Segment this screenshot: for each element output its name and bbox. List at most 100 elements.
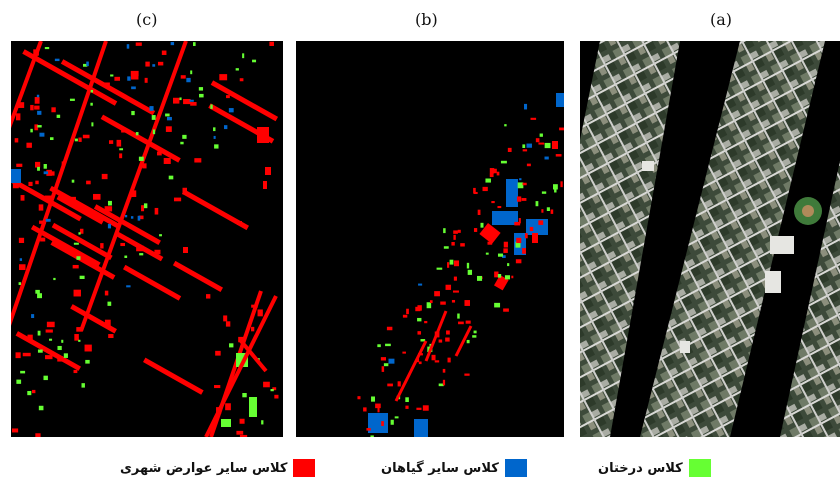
urban-patch [15, 113, 21, 121]
urban-patch [492, 168, 497, 174]
vegetation-patch [54, 58, 60, 62]
tree-patch [151, 115, 156, 120]
urban-patch [496, 171, 500, 176]
legend-label-trees: کلاس درختان [598, 460, 683, 476]
urban-patch [165, 126, 172, 132]
urban-patch [239, 434, 248, 437]
urban-patch [473, 187, 476, 194]
vegetation-patch [31, 314, 35, 319]
urban-patch [190, 102, 197, 106]
tree-patch [394, 416, 399, 419]
legend-item-other-vegetation: کلاس سایر گیاهان [381, 457, 527, 479]
tree-patch [110, 74, 114, 77]
urban-patch [215, 350, 221, 356]
urban-patch [453, 234, 456, 240]
vegetation-patch [368, 413, 388, 433]
street-segment [11, 41, 108, 326]
urban-patch [226, 95, 230, 99]
urban-patch [453, 276, 457, 281]
urban-patch [375, 403, 381, 409]
urban-patch [386, 326, 393, 331]
urban-patch [78, 137, 82, 142]
urban-patch [27, 334, 33, 340]
tree-patch [76, 256, 81, 260]
tree-patch [420, 339, 426, 342]
urban-patch [214, 385, 221, 389]
tree-patch [544, 142, 551, 149]
tree-patch [198, 87, 204, 91]
legend-item-trees: کلاس درختان [598, 457, 711, 479]
tree-patch [480, 222, 484, 228]
tree-patch [383, 363, 389, 367]
urban-patch [135, 42, 142, 46]
urban-patch [239, 78, 244, 82]
tree-patch [168, 175, 174, 180]
building-bar [122, 264, 182, 301]
tree-patch [180, 141, 184, 145]
vegetation-patch [414, 419, 428, 437]
urban-patch [516, 196, 522, 202]
urban-patch [552, 141, 558, 149]
street-segment [424, 310, 448, 362]
urban-patch [114, 76, 121, 81]
vegetation-patch [127, 76, 131, 81]
urban-patch [79, 228, 84, 234]
urban-patch [219, 74, 228, 81]
tree-patch [165, 113, 170, 117]
aerial-image-graphic [580, 41, 840, 437]
urban-patch [458, 321, 464, 325]
urban-patch [516, 237, 522, 244]
tree-patch [242, 53, 245, 59]
urban-patch [491, 201, 495, 204]
urban-patch [45, 329, 53, 333]
vegetation-patch [39, 132, 45, 137]
building-bar [181, 189, 249, 231]
urban-patch [429, 300, 433, 304]
urban-patch [357, 396, 361, 400]
panel-b-label: (b) [415, 10, 438, 29]
tree-patch [159, 234, 162, 237]
tree-patch [436, 267, 443, 270]
tree-patch [37, 293, 43, 299]
urban-patch [541, 209, 544, 213]
urban-patch [417, 331, 422, 335]
urban-patch [130, 70, 139, 77]
urban-patch [236, 430, 244, 435]
urban-patch [45, 355, 53, 360]
vegetation-patch [36, 94, 40, 98]
tree-patch [135, 132, 139, 136]
tree-patch [449, 259, 454, 265]
legend-swatch-blue [504, 459, 527, 477]
urban-patch [74, 334, 79, 341]
vegetation-patch [86, 61, 89, 67]
urban-patch [154, 249, 161, 255]
urban-patch [503, 308, 509, 312]
building-bar [100, 114, 181, 163]
urban-patch [377, 407, 380, 413]
tree-patch [179, 97, 182, 101]
urban-patch [503, 248, 508, 253]
urban-patch [101, 173, 108, 180]
tree-patch [119, 148, 124, 151]
tree-patch [472, 335, 477, 338]
urban-patch [34, 105, 40, 110]
tree-patch [182, 134, 187, 139]
urban-patch [473, 191, 478, 195]
vegetation-patch [11, 169, 21, 183]
urban-patch [402, 314, 408, 318]
urban-patch [141, 205, 145, 212]
urban-patch [26, 142, 32, 148]
building-roof [770, 236, 794, 254]
vegetation-patch [418, 283, 423, 286]
urban-patch [82, 134, 90, 139]
urban-patch [108, 140, 114, 144]
urban-patch [263, 181, 267, 189]
building-bar [56, 194, 105, 225]
urban-patch [460, 243, 465, 247]
building-bar [93, 204, 161, 245]
tree-patch [500, 160, 507, 164]
tree-patch [494, 302, 501, 308]
panel-a-label: (a) [710, 10, 733, 29]
tree-patch [43, 164, 47, 169]
tree-cluster [249, 397, 257, 417]
